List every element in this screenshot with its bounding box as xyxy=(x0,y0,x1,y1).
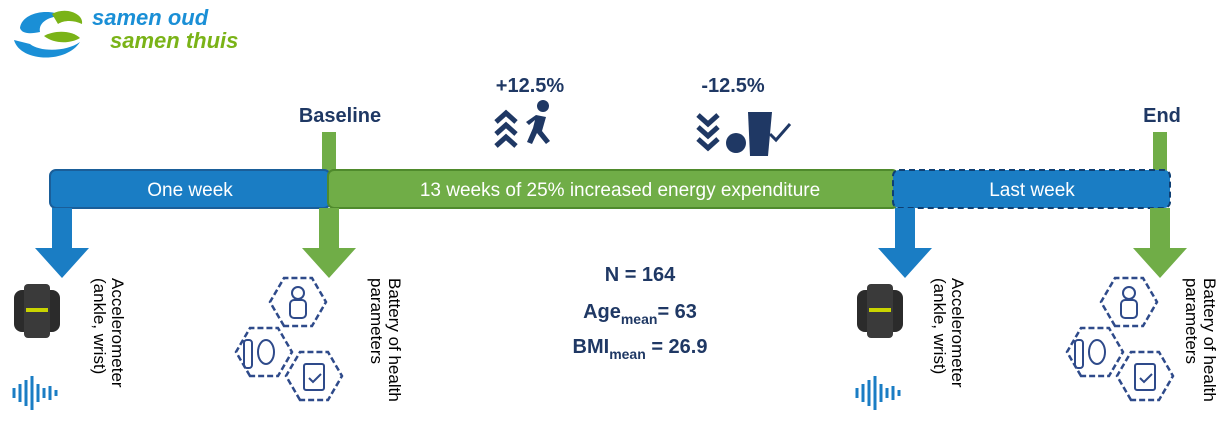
stat-n: N = 164 xyxy=(605,264,676,286)
phase-label: 13 weeks of 25% increased energy expendi… xyxy=(420,180,820,201)
health-icon xyxy=(1065,276,1175,402)
watch-icon xyxy=(855,282,905,412)
stat-value: = 63 xyxy=(657,301,696,323)
stat-value: = 26.9 xyxy=(646,336,708,358)
stat-name: BMI xyxy=(573,336,610,358)
stat-bmi: BMImean = 26.9 xyxy=(573,336,708,362)
logo-text: samen thuis xyxy=(110,28,238,53)
logo-shape xyxy=(20,12,62,34)
measurement-label: Accelerometer xyxy=(108,278,127,388)
green-connector xyxy=(322,132,336,172)
phase-label: Last week xyxy=(989,180,1075,201)
walking-icon xyxy=(526,100,550,144)
down-arrow xyxy=(1133,208,1187,278)
logo-text: samen oud xyxy=(92,5,209,30)
down-arrow xyxy=(878,208,932,278)
measurement-label: Battery of health xyxy=(385,278,404,402)
logo: samen oud samen thuis xyxy=(14,5,238,58)
measurement-label: parameters xyxy=(367,278,386,364)
phase-label: One week xyxy=(147,180,233,201)
change-label: +12.5% xyxy=(496,75,565,97)
milestone-label: Baseline xyxy=(299,105,381,127)
stat-name: Age xyxy=(583,301,621,323)
measurement-label: parameters xyxy=(1182,278,1201,364)
health-icon xyxy=(234,276,344,402)
measurement-label: Accelerometer xyxy=(948,278,967,388)
measurement-label: (ankle, wrist) xyxy=(930,278,949,374)
stat-age: Agemean= 63 xyxy=(583,301,697,327)
watch-icon xyxy=(12,284,60,410)
logo-shape xyxy=(52,10,83,24)
logo-shape xyxy=(14,40,80,58)
logo-shape xyxy=(44,31,80,43)
down-chevrons xyxy=(696,113,720,152)
measurement-label: Battery of health xyxy=(1200,278,1217,402)
stat-sub: mean xyxy=(621,311,658,327)
milestone-label: End xyxy=(1143,105,1181,127)
stat-sub: mean xyxy=(609,346,646,362)
change-label: -12.5% xyxy=(701,75,765,97)
down-arrow xyxy=(35,208,89,278)
phase-bar xyxy=(892,169,1171,209)
green-connector xyxy=(1153,132,1167,172)
food-icon xyxy=(726,112,792,156)
up-chevrons xyxy=(494,109,518,148)
measurement-label: (ankle, wrist) xyxy=(90,278,109,374)
down-arrow xyxy=(302,208,356,278)
